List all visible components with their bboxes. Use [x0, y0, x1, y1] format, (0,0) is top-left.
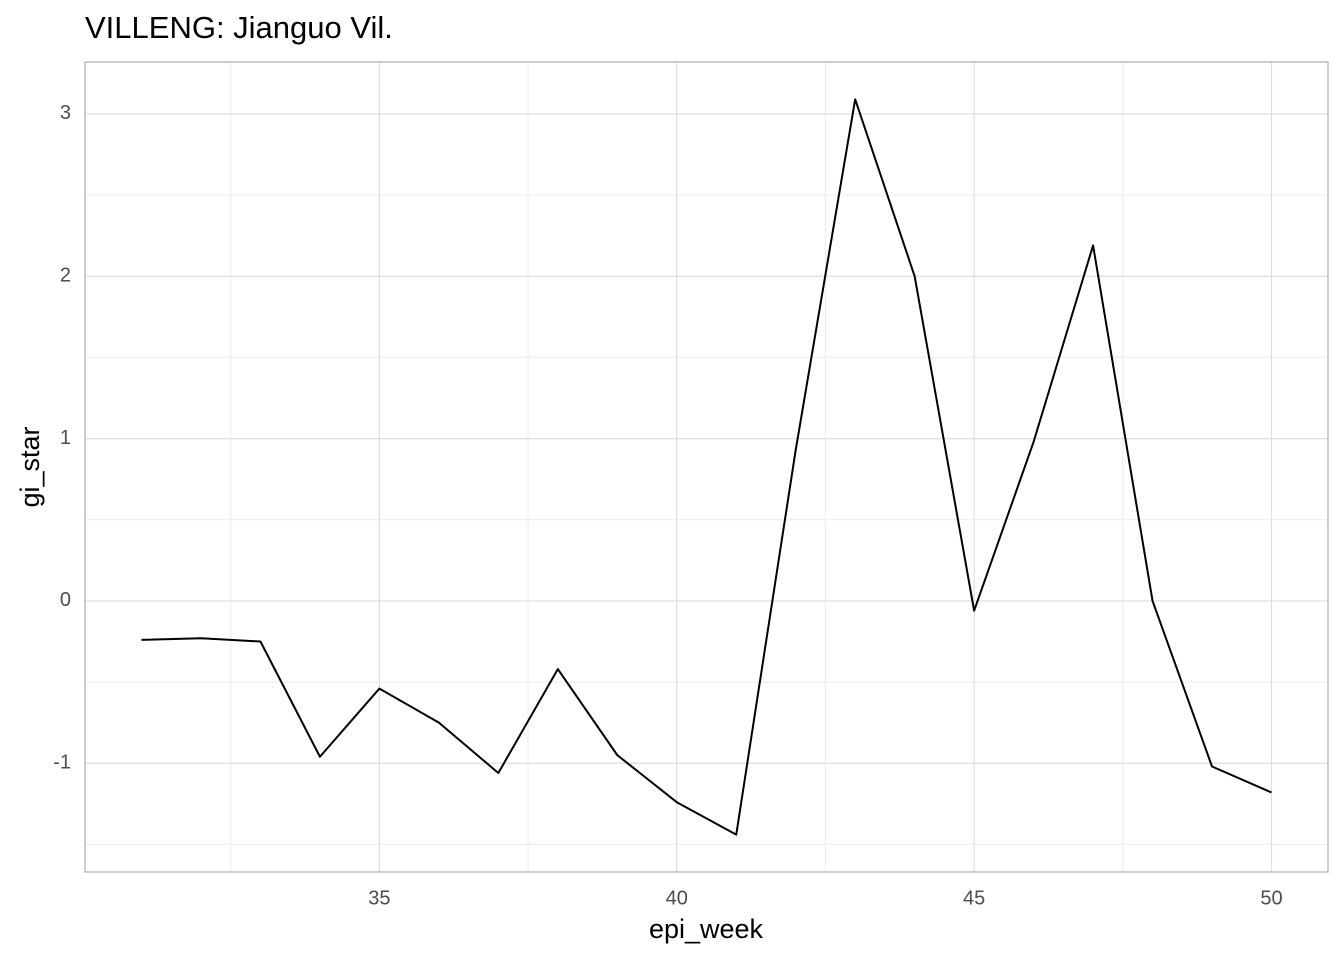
- y-tick-label: 2: [60, 265, 71, 287]
- x-tick-label: 35: [368, 887, 390, 909]
- y-tick-label: 1: [60, 427, 71, 449]
- chart-title: VILLENG: Jianguo Vil.: [85, 10, 393, 45]
- x-tick-label: 45: [963, 887, 985, 909]
- x-axis-title: epi_week: [649, 914, 764, 944]
- y-tick-label: 0: [60, 589, 71, 611]
- line: [141, 98, 1272, 836]
- x-tick-label: 50: [1260, 887, 1282, 909]
- y-tick-label: 3: [60, 102, 71, 124]
- y-axis-title: gi_star: [15, 426, 45, 507]
- x-tick-label: 40: [666, 887, 688, 909]
- panel-border: [84, 61, 1329, 873]
- y-tick-label: -1: [53, 752, 71, 774]
